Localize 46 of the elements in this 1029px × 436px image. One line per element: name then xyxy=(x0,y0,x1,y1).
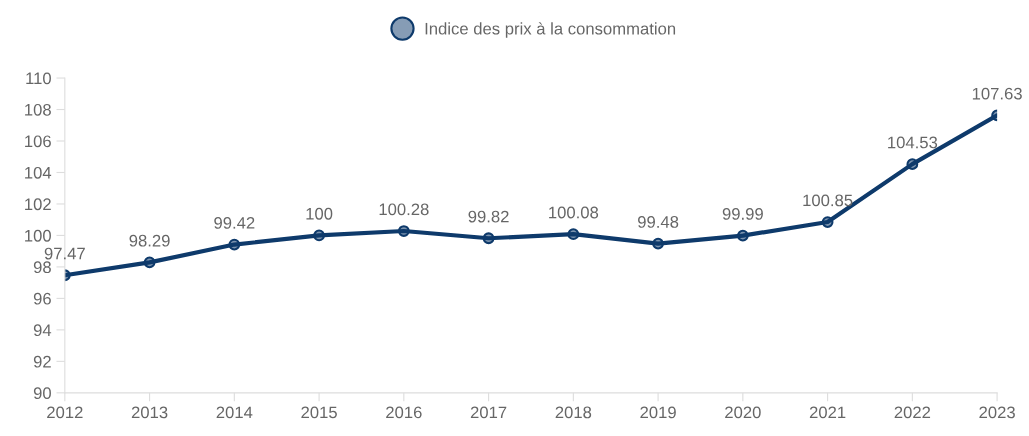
data-label: 100 xyxy=(306,207,333,220)
data-label: 107.63 xyxy=(972,87,1022,100)
x-tick-label: 2018 xyxy=(555,406,592,419)
data-label: 100.28 xyxy=(379,203,429,216)
point xyxy=(397,225,410,237)
data-label: 100.85 xyxy=(803,194,853,207)
y-tick-label: 90 xyxy=(33,387,51,400)
point xyxy=(313,229,325,242)
y-tick-label: 104 xyxy=(25,166,52,179)
point xyxy=(228,238,241,251)
x-tick-label: 2014 xyxy=(216,406,253,419)
data-label: 100.08 xyxy=(549,206,599,219)
x-tick-label: 2013 xyxy=(131,406,168,419)
point xyxy=(821,216,834,228)
x-tick-label: 2020 xyxy=(725,406,761,419)
x-tick-label: 2019 xyxy=(640,406,676,419)
y-tick-label: 110 xyxy=(26,72,51,85)
data-label: 99.82 xyxy=(468,210,509,223)
x-tick-label: 2012 xyxy=(47,406,83,419)
x-tick-label: 2017 xyxy=(470,406,507,419)
data-label: 99.48 xyxy=(638,216,679,228)
x-tick-label: 2015 xyxy=(301,406,337,419)
point xyxy=(906,158,919,171)
point xyxy=(143,256,156,269)
y-tick-label: 106 xyxy=(25,135,51,148)
point xyxy=(736,229,749,242)
data-label: 99.42 xyxy=(214,216,255,229)
data-label: 97.47 xyxy=(44,247,85,260)
x-tick-label: 2021 xyxy=(809,406,846,419)
y-tick-label: 102 xyxy=(25,198,51,211)
y-tick-label: 98 xyxy=(33,261,51,274)
point xyxy=(567,228,580,241)
x-tick-label: 2023 xyxy=(979,406,1015,419)
x-tick-label: 2016 xyxy=(386,406,422,419)
data-label: 99.99 xyxy=(722,208,763,220)
x-tick-label: 2022 xyxy=(894,406,931,419)
y-tick-label: 100 xyxy=(25,229,51,242)
legend-label: Indice des prix à la consommation xyxy=(425,22,676,38)
data-label: 98.29 xyxy=(129,234,170,247)
y-tick-label: 94 xyxy=(33,324,52,337)
point xyxy=(652,237,664,250)
data-label: 104.53 xyxy=(888,136,938,149)
y-tick-label: 108 xyxy=(25,103,51,116)
y-tick-label: 96 xyxy=(33,292,51,305)
point xyxy=(482,232,495,245)
y-tick-label: 92 xyxy=(33,355,51,368)
